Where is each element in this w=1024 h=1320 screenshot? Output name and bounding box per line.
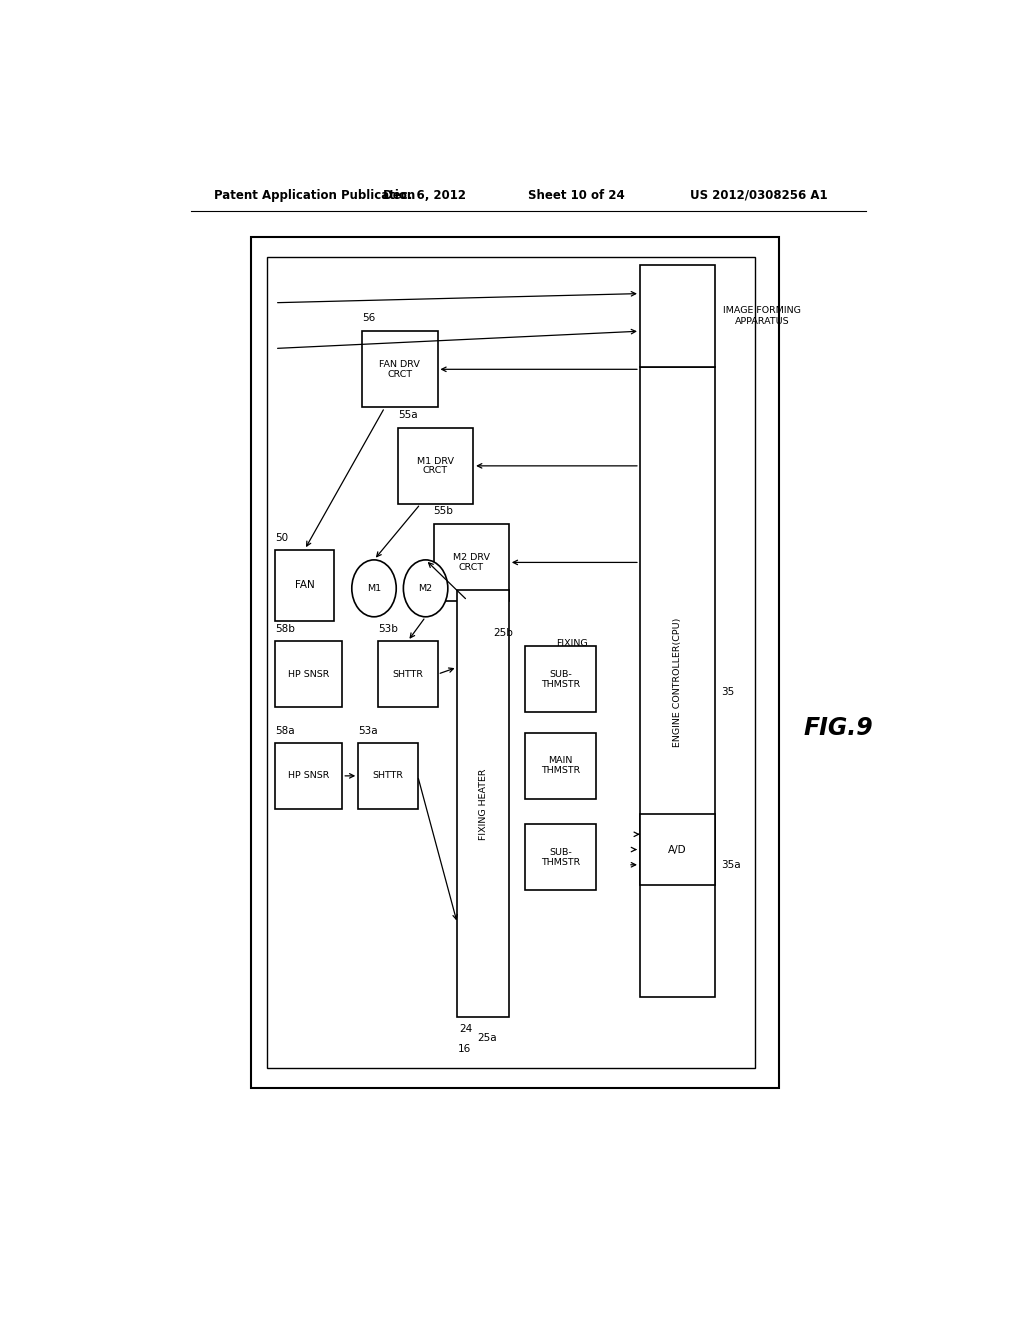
Text: 25b: 25b <box>494 628 513 638</box>
Text: 16: 16 <box>458 1044 471 1053</box>
Text: SUB-
THMSTR: SUB- THMSTR <box>541 671 581 689</box>
FancyBboxPatch shape <box>458 590 509 1018</box>
Text: M2: M2 <box>419 583 433 593</box>
FancyBboxPatch shape <box>640 814 715 886</box>
Text: FIXING HEATER: FIXING HEATER <box>478 768 487 840</box>
FancyBboxPatch shape <box>267 257 755 1068</box>
Text: 58a: 58a <box>274 726 295 735</box>
Text: FIG.9: FIG.9 <box>804 715 873 739</box>
Text: 35: 35 <box>722 686 735 697</box>
FancyBboxPatch shape <box>274 642 342 708</box>
FancyBboxPatch shape <box>274 549 334 620</box>
Text: 50: 50 <box>274 532 288 543</box>
Text: 53b: 53b <box>378 624 398 634</box>
Text: 25a: 25a <box>477 1032 497 1043</box>
Text: US 2012/0308256 A1: US 2012/0308256 A1 <box>690 189 827 202</box>
Text: MAIN
THMSTR: MAIN THMSTR <box>541 756 581 775</box>
FancyBboxPatch shape <box>362 331 437 408</box>
Circle shape <box>403 560 447 616</box>
Text: FAN: FAN <box>295 581 314 590</box>
Text: M2 DRV
CRCT: M2 DRV CRCT <box>453 553 489 572</box>
Text: M1: M1 <box>367 583 381 593</box>
Text: 24: 24 <box>460 1024 473 1035</box>
Text: SUB-
THMSTR: SUB- THMSTR <box>541 847 581 866</box>
Text: FIXING
DEVICE F: FIXING DEVICE F <box>551 639 594 657</box>
FancyBboxPatch shape <box>524 733 596 799</box>
Text: HP SNSR: HP SNSR <box>288 771 330 780</box>
FancyBboxPatch shape <box>433 524 509 601</box>
Text: 55b: 55b <box>433 506 454 516</box>
FancyBboxPatch shape <box>378 642 437 708</box>
Text: ENGINE CONTROLLER(CPU): ENGINE CONTROLLER(CPU) <box>673 618 682 747</box>
FancyBboxPatch shape <box>640 367 715 997</box>
Text: FAN DRV
CRCT: FAN DRV CRCT <box>379 360 420 379</box>
Text: 53a: 53a <box>358 726 378 735</box>
Text: 35a: 35a <box>722 859 741 870</box>
Circle shape <box>352 560 396 616</box>
FancyBboxPatch shape <box>640 265 715 367</box>
FancyBboxPatch shape <box>358 743 418 809</box>
Text: HP SNSR: HP SNSR <box>288 669 330 678</box>
Text: 56: 56 <box>362 313 376 323</box>
Text: IMAGE FORMING
APPARATUS: IMAGE FORMING APPARATUS <box>723 306 801 326</box>
Text: Sheet 10 of 24: Sheet 10 of 24 <box>528 189 625 202</box>
Text: Patent Application Publication: Patent Application Publication <box>214 189 415 202</box>
Text: 58b: 58b <box>274 624 295 634</box>
FancyBboxPatch shape <box>397 428 473 504</box>
Text: M1 DRV
CRCT: M1 DRV CRCT <box>417 457 454 475</box>
FancyBboxPatch shape <box>251 236 779 1089</box>
FancyBboxPatch shape <box>524 647 596 713</box>
Text: SHTTR: SHTTR <box>392 669 423 678</box>
FancyBboxPatch shape <box>524 824 596 890</box>
Text: 55a: 55a <box>397 409 418 420</box>
Text: SHTTR: SHTTR <box>373 771 403 780</box>
FancyBboxPatch shape <box>274 743 342 809</box>
Text: Dec. 6, 2012: Dec. 6, 2012 <box>383 189 466 202</box>
Text: A/D: A/D <box>669 845 687 854</box>
